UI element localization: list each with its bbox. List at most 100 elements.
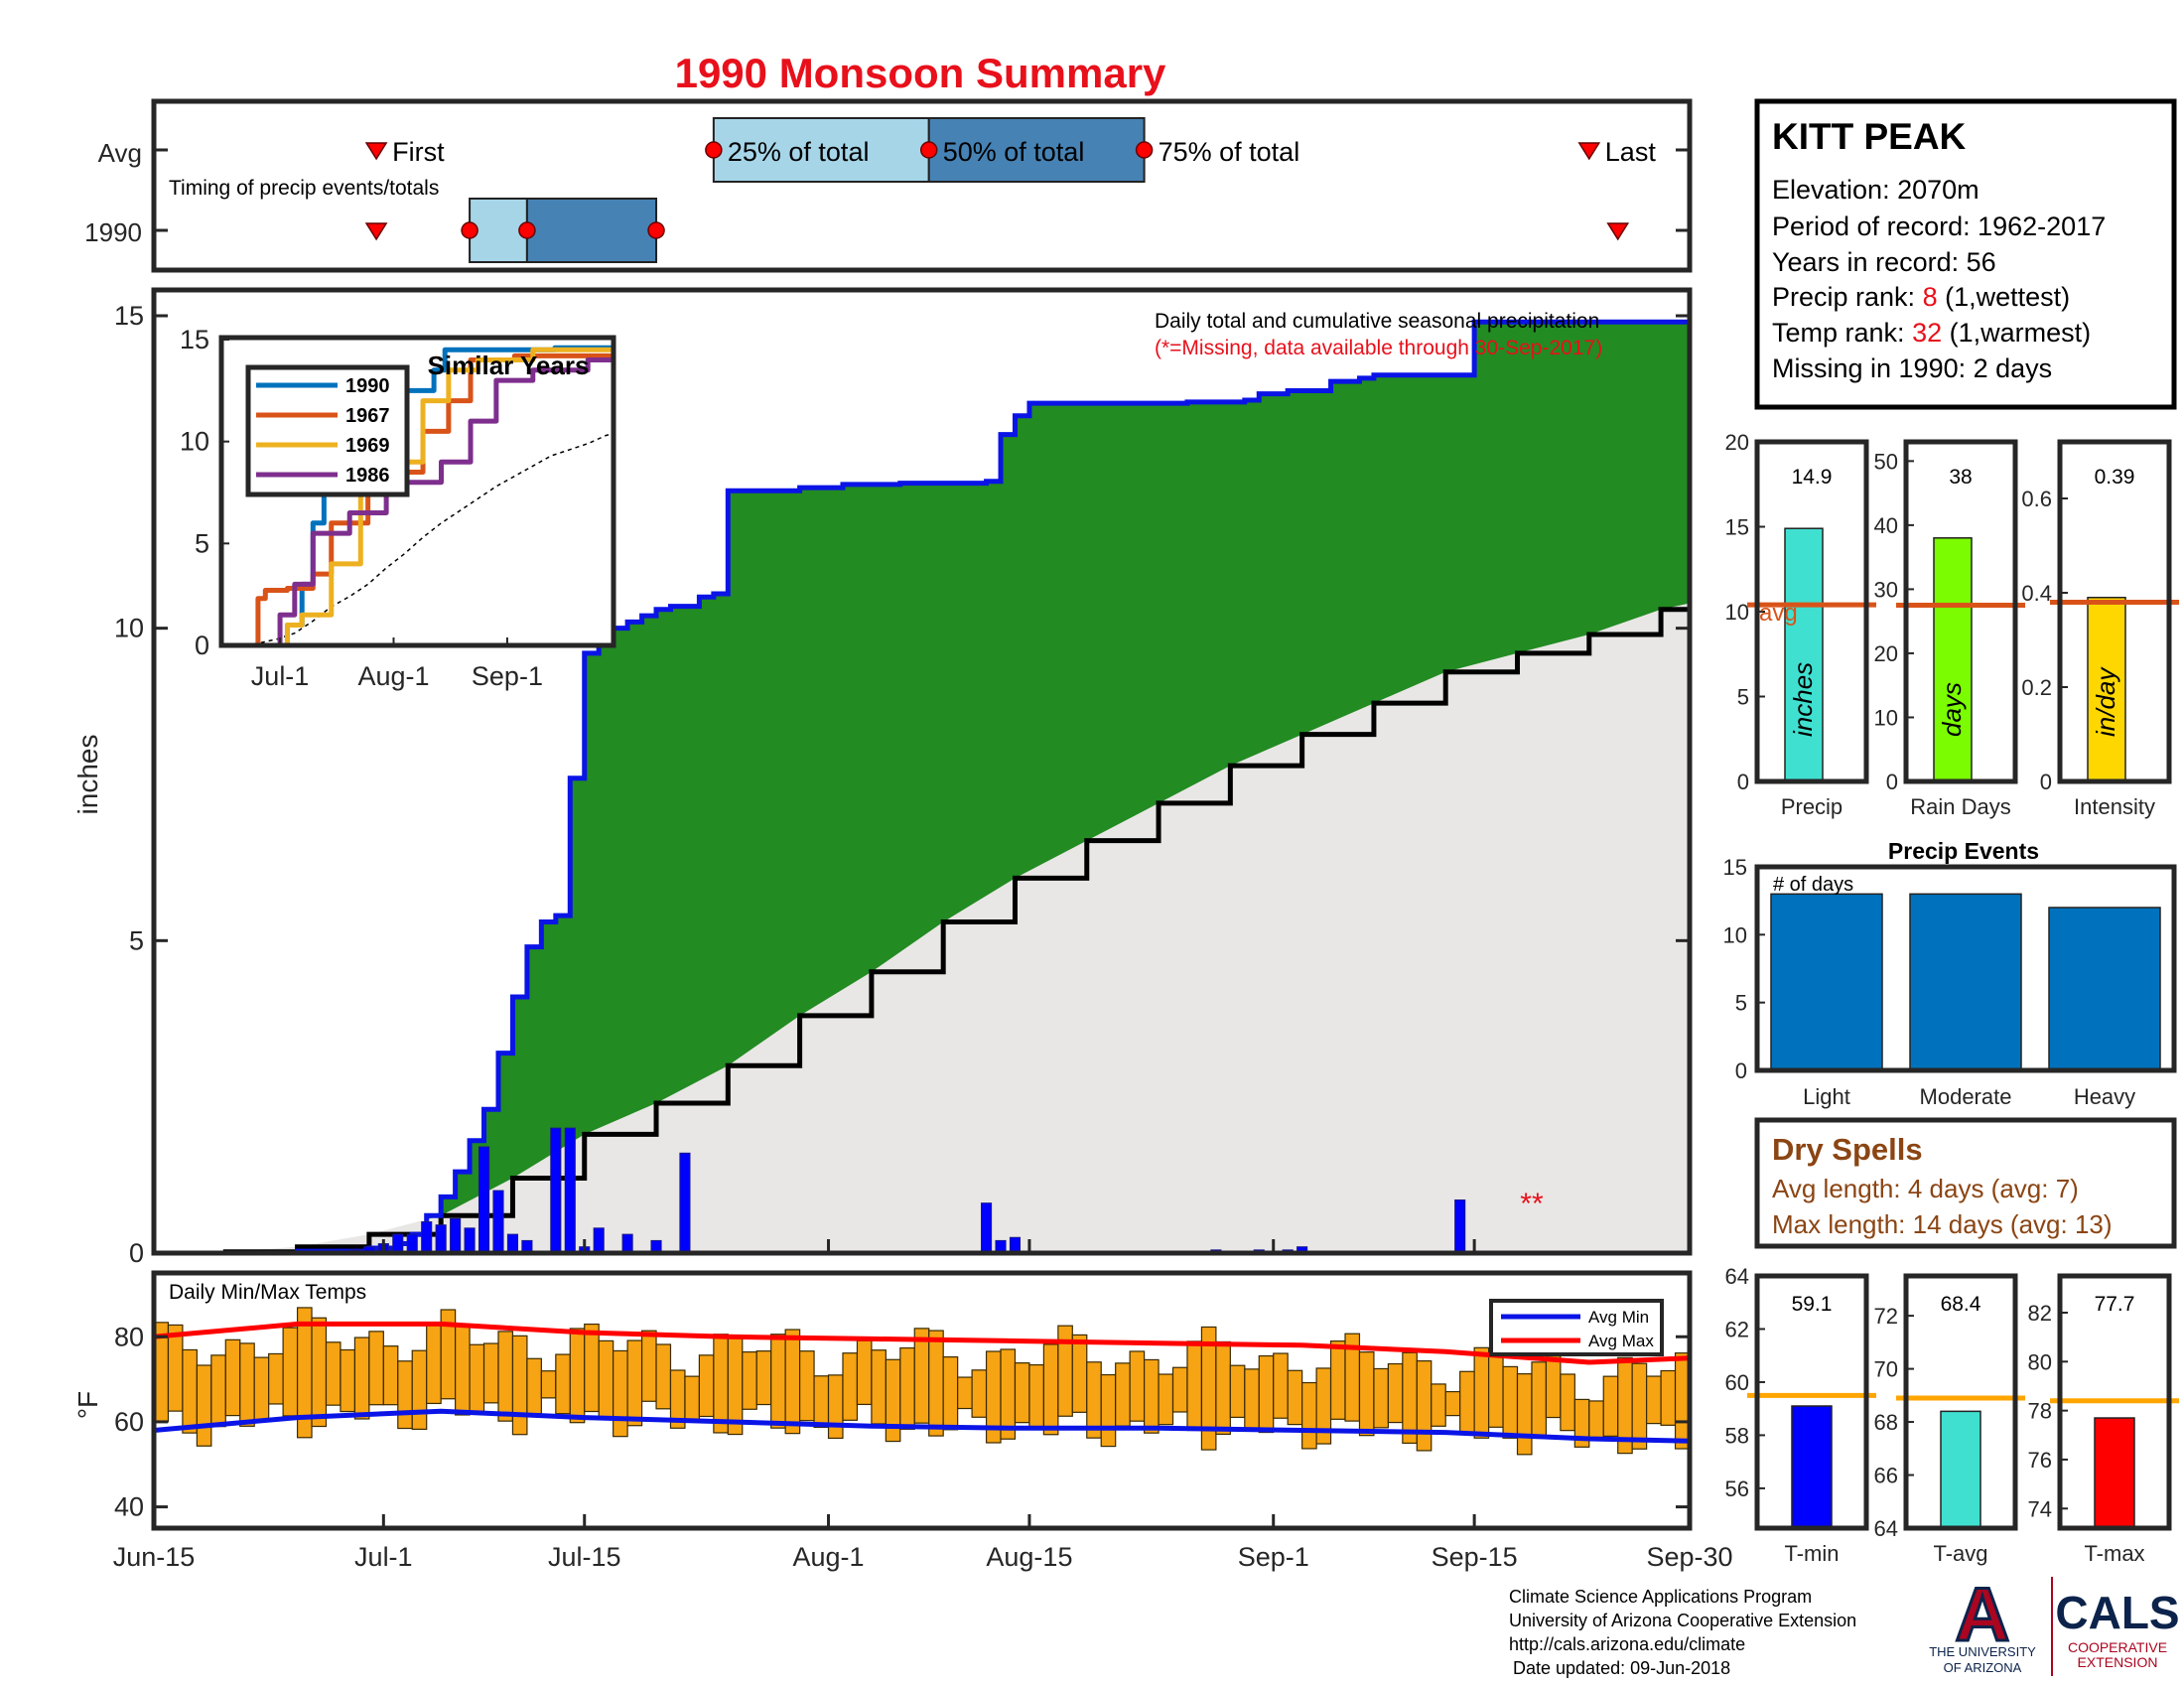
- temperature-chart: 40 60 80 Daily Min/Max Temps °F Avg Min Av…: [72, 1270, 1693, 1531]
- events-category-label: Heavy: [2074, 1084, 2135, 1109]
- daily-temp-bar: [842, 1352, 859, 1421]
- daily-temp-bar: [856, 1339, 873, 1406]
- daily-temp-bar: [755, 1350, 772, 1406]
- ua-line-2: OF ARIZONA: [1944, 1660, 2022, 1675]
- temp-summary-frame: [2057, 1273, 2172, 1531]
- daily-temp-bar: [368, 1331, 384, 1406]
- station-info-box: KITT PEAK Elevation: 2070m Period of rec…: [1754, 98, 2177, 410]
- daily-precip-bar: [392, 1233, 404, 1254]
- station-period: Period of record: 1962-2017: [1772, 211, 2106, 241]
- daily-temp-bar: [196, 1364, 212, 1447]
- avg-cumulative-area: [154, 603, 1690, 1253]
- avg-box-q1: [712, 117, 930, 183]
- temp-summary-ytick-label: 72: [1874, 1304, 1898, 1329]
- p75-label: 75% of total: [1159, 137, 1300, 167]
- daily-temp-bar: [957, 1376, 973, 1410]
- daily-temp-bar: [455, 1325, 471, 1416]
- year-percentile-dot: [461, 221, 478, 239]
- summary-ytick-label: 0.4: [2021, 581, 2052, 606]
- summary-frame: [1903, 439, 2018, 784]
- daily-temp-bar: [871, 1349, 887, 1425]
- daily-temp-bar: [813, 1375, 830, 1429]
- temp-summary-bar-T-min: [1791, 1405, 1833, 1529]
- main-xtick-label: Sep-1: [1238, 1542, 1309, 1572]
- inset-legend-label: 1967: [345, 405, 390, 427]
- temp-summary-bar-label: T-min: [1785, 1541, 1840, 1566]
- temp-summary-bar-label: T-avg: [1933, 1541, 1987, 1566]
- daily-temp-bar: [1115, 1362, 1131, 1427]
- summary-ytick-label: 20: [1874, 641, 1898, 666]
- summary-ytick-label: 20: [1725, 430, 1749, 455]
- daily-temp-bar: [1158, 1373, 1174, 1426]
- daily-temp-bar: [1287, 1369, 1303, 1426]
- events-bar: [1770, 893, 1883, 1071]
- avg-percentile-dot: [919, 141, 938, 159]
- events-ytick-label: 15: [1723, 855, 1747, 880]
- daily-temp-bar: [1545, 1355, 1562, 1419]
- inset-xtick-label: Sep-1: [472, 661, 543, 691]
- ua-line-1: THE UNIVERSITY: [1929, 1644, 2036, 1659]
- daily-precip-bar: [435, 1224, 447, 1254]
- daily-temp-bar: [540, 1370, 557, 1399]
- summary-unit-label: days: [1937, 682, 1967, 737]
- main-frame: [151, 287, 1693, 1256]
- daily-temp-bar: [1487, 1347, 1504, 1428]
- summary-value-label: 14.9: [1792, 466, 1833, 489]
- temp-summary-ytick-label: 60: [1725, 1370, 1749, 1395]
- daily-temp-bar: [1329, 1340, 1346, 1420]
- inset-legend: 1990 1967 1969 1986: [256, 375, 390, 487]
- inset-xtick-label: Aug-1: [357, 661, 429, 691]
- temp-summary-ytick-label: 56: [1725, 1477, 1749, 1501]
- summary-unit-label: in/day: [2091, 666, 2120, 737]
- temp-summary-value-label: 77.7: [2095, 1293, 2135, 1316]
- station-elevation: Elevation: 2070m: [1772, 175, 1979, 205]
- daily-temp-bar: [1028, 1363, 1044, 1430]
- timing-frame: [151, 98, 1693, 273]
- events-days-note: # of days: [1773, 874, 1853, 896]
- daily-temp-bar: [1244, 1368, 1260, 1429]
- daily-precip-bar: [464, 1227, 476, 1254]
- daily-temp-bar: [426, 1322, 442, 1405]
- inset-ytick-label: 10: [180, 427, 209, 457]
- temp-summary-bar-label: T-max: [2084, 1541, 2144, 1566]
- summary-bar-label: Rain Days: [1910, 794, 2010, 819]
- daily-temp-bar: [1631, 1362, 1648, 1450]
- main-plot-area: [154, 319, 1693, 1256]
- daily-temp-bar: [526, 1357, 542, 1415]
- cals-sub-1: COOPERATIVE: [2068, 1639, 2167, 1655]
- daily-precip-bar: [593, 1227, 605, 1254]
- daily-temp-bar: [626, 1339, 643, 1427]
- summary-bar-Intensity: [2087, 597, 2126, 782]
- daily-temp-bar: [1387, 1362, 1404, 1424]
- inset-axes: 0 5 10 15 Jul-1 Aug-1 Sep-1: [180, 325, 543, 691]
- temp-rank-prefix: Temp rank:: [1772, 318, 1912, 348]
- events-category-label: Light: [1803, 1084, 1850, 1109]
- daily-precip-bar: [492, 1190, 504, 1254]
- footer-line-4: Date updated: 09-Jun-2018: [1513, 1658, 1730, 1678]
- daily-temp-bar: [928, 1330, 944, 1437]
- events-frame: [1754, 864, 2177, 1073]
- daily-temp-bar: [913, 1328, 930, 1424]
- daily-temp-bar: [482, 1342, 499, 1404]
- daily-temp-bar: [640, 1330, 657, 1402]
- inset-frame: [218, 335, 616, 648]
- daily-temp-bar: [655, 1343, 672, 1410]
- avg-max-line: [153, 1321, 1691, 1365]
- daily-temp-bar: [742, 1350, 757, 1410]
- main-xtick-label: Jun-15: [113, 1542, 196, 1572]
- station-frame: [1754, 98, 2177, 410]
- summary-ytick-label: 0.6: [2021, 487, 2052, 511]
- daily-precip-bar: [679, 1152, 691, 1254]
- daily-temp-bar: [770, 1334, 786, 1429]
- summary-ytick-label: 10: [1725, 600, 1749, 625]
- year-box-q2: [525, 198, 658, 263]
- daily-temp-bar: [555, 1353, 571, 1415]
- timing-labels: First Last 25% of total 50% of total 75%…: [392, 137, 1656, 167]
- figure-title: 1990 Monsoon Summary: [675, 50, 1166, 96]
- temp-summary-bar-T-avg: [1940, 1410, 1981, 1529]
- daily-precip-bar: [506, 1233, 519, 1254]
- timing-year-label: 1990: [84, 217, 142, 247]
- daily-temp-bar: [1273, 1352, 1289, 1419]
- temp-axes: 40 60 80: [114, 1322, 1690, 1522]
- daily-temp-bar: [1660, 1369, 1677, 1426]
